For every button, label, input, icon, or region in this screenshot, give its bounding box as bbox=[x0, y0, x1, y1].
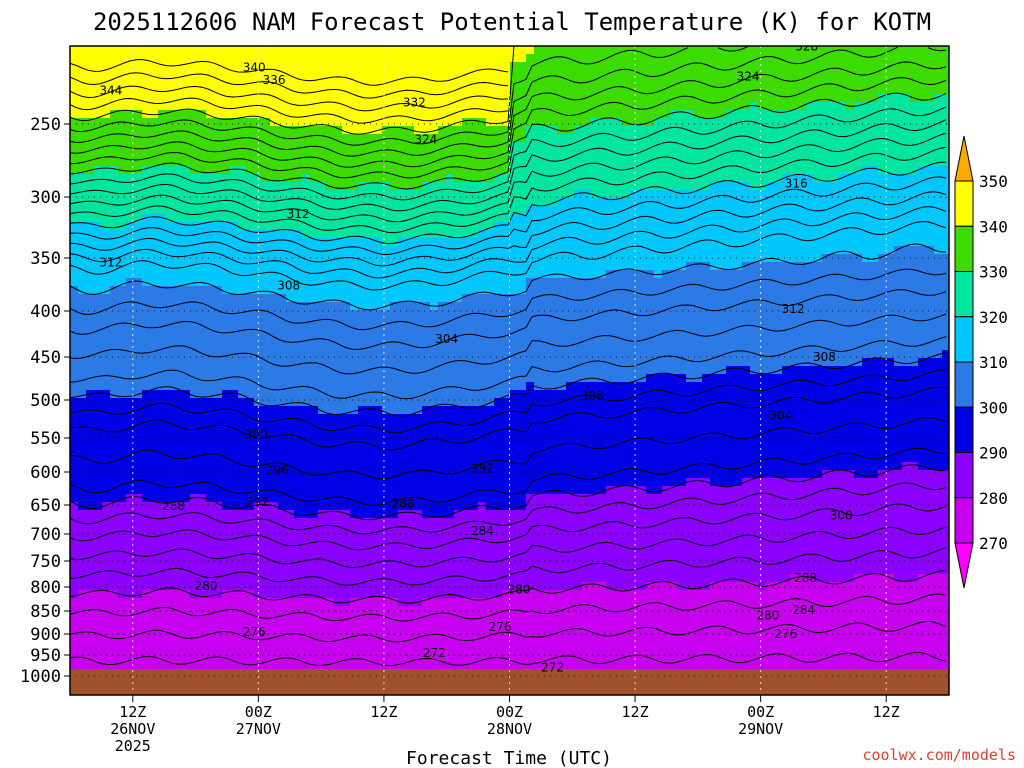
x-tick-label-6-0: 12Z bbox=[873, 703, 900, 721]
y-tick-400: 400 bbox=[30, 302, 61, 322]
colorbar-segment-2 bbox=[954, 271, 974, 318]
colorbar-segment-5 bbox=[954, 406, 974, 453]
contour-label-4: 328 bbox=[795, 39, 818, 53]
contour-label-6: 324 bbox=[414, 133, 437, 147]
x-tick-label-5-1: 29NOV bbox=[738, 720, 783, 738]
contour-label-16: 300 bbox=[245, 427, 268, 441]
y-axis-ticks: 250 300 350 400 450 500 550 600 650 700 750 800 850 9… bbox=[20, 115, 70, 687]
x-tick-label-2-0: 12Z bbox=[370, 703, 397, 721]
y-tick-350: 350 bbox=[30, 249, 61, 269]
colorbar-segment-7 bbox=[954, 497, 974, 544]
theta-color-bands bbox=[70, 46, 949, 695]
colorbar-legend: 270 280 290 300 310 320 330 340 350 bbox=[954, 135, 1008, 589]
contour-label-20: 288 bbox=[162, 499, 185, 513]
x-tick-label-1-1: 27NOV bbox=[236, 720, 281, 738]
y-tick-650: 650 bbox=[30, 496, 61, 516]
contour-label-0: 340 bbox=[243, 60, 266, 74]
contour-label-27: 284 bbox=[792, 603, 815, 617]
contour-label-28: 280 bbox=[757, 609, 780, 623]
y-tick-1000: 1000 bbox=[20, 667, 61, 687]
colorbar-segment-1 bbox=[954, 225, 974, 272]
x-tick-label-1-0: 00Z bbox=[245, 703, 272, 721]
y-tick-900: 900 bbox=[30, 625, 61, 645]
contour-label-10: 308 bbox=[277, 278, 300, 292]
contour-label-21: 288 bbox=[391, 497, 414, 511]
y-tick-500: 500 bbox=[30, 391, 61, 411]
y-tick-250: 250 bbox=[30, 115, 61, 135]
contour-label-32: 272 bbox=[423, 646, 446, 660]
y-tick-700: 700 bbox=[30, 525, 61, 545]
x-tick-label-0-1: 26NOV bbox=[110, 720, 155, 738]
chart-title: 2025112606 NAM Forecast Potential Temper… bbox=[93, 8, 931, 36]
contour-label-24: 288 bbox=[794, 571, 817, 585]
x-tick-label-0-2: 2025 bbox=[115, 737, 151, 755]
colorbar-label-340: 340 bbox=[979, 217, 1008, 236]
contour-label-12: 304 bbox=[435, 332, 458, 346]
contour-label-25: 280 bbox=[195, 579, 218, 593]
contour-label-26: 280 bbox=[507, 582, 530, 596]
x-tick-label-3-0: 00Z bbox=[496, 703, 523, 721]
colorbar-label-320: 320 bbox=[979, 308, 1008, 327]
grid-lines bbox=[70, 46, 949, 695]
colorbar-segment-6 bbox=[954, 452, 974, 499]
colorbar-arrow-top bbox=[954, 135, 974, 182]
contour-label-18: 292 bbox=[471, 462, 494, 476]
colorbar-segment-4 bbox=[954, 361, 974, 408]
contour-label-33: 272 bbox=[541, 661, 564, 675]
contour-label-22: 300 bbox=[830, 509, 853, 523]
colorbar-label-310: 310 bbox=[979, 353, 1008, 372]
x-tick-label-4-0: 12Z bbox=[622, 703, 649, 721]
contour-label-1: 336 bbox=[263, 73, 286, 87]
contour-label-2: 344 bbox=[99, 84, 122, 98]
contour-label-19: 292 bbox=[246, 495, 269, 509]
colorbar-label-330: 330 bbox=[979, 263, 1008, 282]
contour-label-14: 308 bbox=[581, 389, 604, 403]
y-tick-750: 750 bbox=[30, 552, 61, 572]
contour-label-17: 296 bbox=[266, 464, 289, 478]
theta-contour-lines bbox=[70, 46, 947, 692]
contour-label-7: 316 bbox=[785, 176, 808, 190]
contour-label-3: 332 bbox=[403, 96, 426, 110]
y-tick-600: 600 bbox=[30, 463, 61, 483]
contour-label-5: 324 bbox=[737, 69, 760, 83]
y-tick-800: 800 bbox=[30, 578, 61, 598]
contour-label-9: 312 bbox=[99, 256, 122, 270]
x-tick-label-3-1: 28NOV bbox=[487, 720, 532, 738]
contour-label-30: 276 bbox=[489, 620, 512, 634]
contour-label-31: 276 bbox=[774, 627, 797, 641]
contour-label-13: 308 bbox=[813, 350, 836, 364]
colorbar-segment-0 bbox=[954, 180, 974, 227]
source-credit: coolwx.com/models bbox=[862, 746, 1016, 764]
y-tick-450: 450 bbox=[30, 348, 61, 368]
y-tick-950: 950 bbox=[30, 646, 61, 666]
contour-label-8: 312 bbox=[287, 207, 310, 221]
contour-label-29: 276 bbox=[243, 625, 266, 639]
colorbar-label-270: 270 bbox=[979, 534, 1008, 553]
colorbar-label-290: 290 bbox=[979, 444, 1008, 463]
contour-label-15: 304 bbox=[769, 409, 792, 423]
x-axis-label: Forecast Time (UTC) bbox=[406, 748, 612, 768]
y-tick-850: 850 bbox=[30, 602, 61, 622]
colorbar-segment-3 bbox=[954, 316, 974, 363]
colorbar-label-280: 280 bbox=[979, 489, 1008, 508]
contour-label-23: 284 bbox=[471, 524, 494, 538]
x-tick-label-5-0: 00Z bbox=[747, 703, 774, 721]
colorbar-label-350: 350 bbox=[979, 172, 1008, 191]
colorbar-arrow-bottom bbox=[954, 542, 974, 589]
contour-label-11: 312 bbox=[782, 302, 805, 316]
y-tick-300: 300 bbox=[30, 188, 61, 208]
x-tick-label-0-0: 12Z bbox=[119, 703, 146, 721]
colorbar-label-300: 300 bbox=[979, 398, 1008, 417]
y-tick-550: 550 bbox=[30, 429, 61, 449]
